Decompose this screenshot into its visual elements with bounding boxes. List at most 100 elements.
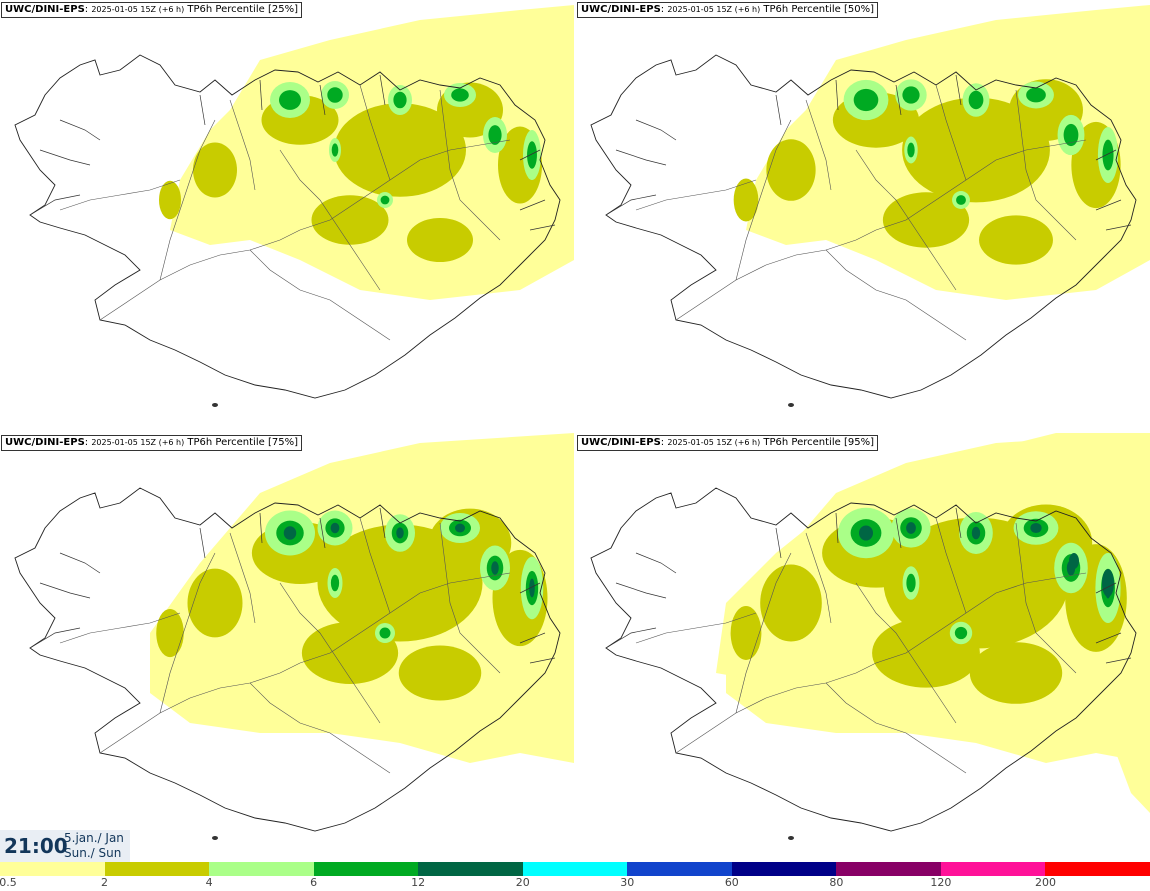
- colorbar-tick-label: 120: [930, 876, 952, 889]
- precip-area-2: [882, 192, 970, 248]
- colorbar-swatch: [0, 862, 105, 876]
- parameter-label: TP6h Percentile [25%]: [187, 4, 298, 15]
- precip-area-2: [334, 103, 466, 197]
- road-line: [875, 139, 1087, 231]
- road-line: [1015, 522, 1077, 674]
- precip-map: [590, 5, 1150, 407]
- colorbar-tick-label: 80: [829, 876, 844, 889]
- precip-area-2: [311, 195, 389, 245]
- colorbar-swatch: [313, 862, 419, 876]
- precip-area-2: [730, 606, 762, 660]
- precip-area-2: [156, 608, 184, 658]
- precip-area-6: [451, 88, 469, 102]
- fjord-line: [29, 627, 81, 649]
- colorbar-swatch: [940, 862, 1046, 876]
- road-line: [359, 84, 391, 181]
- fjord-line: [39, 149, 91, 166]
- fjord-line: [529, 657, 556, 664]
- fjord-line: [319, 84, 326, 116]
- precip-area-6: [379, 627, 391, 639]
- colorbar-tick-label: 6: [310, 876, 318, 889]
- precip-area-2: [902, 97, 1050, 203]
- fjord-line: [635, 552, 677, 574]
- road-line: [825, 682, 967, 774]
- precip-area-6: [380, 195, 390, 205]
- road-line: [299, 572, 511, 664]
- road-line: [935, 84, 967, 181]
- run-time: 2025-01-05 15Z (+6 h): [667, 5, 761, 14]
- fjord-line: [835, 512, 839, 544]
- colorbar-tick-label: 60: [724, 876, 739, 889]
- fjord-line: [519, 149, 541, 161]
- precip-area-2: [398, 645, 482, 701]
- island: [788, 836, 794, 840]
- fjord-line: [199, 94, 206, 126]
- fjord-line: [319, 517, 326, 549]
- precip-area-12: [1030, 522, 1042, 534]
- precip-area-6: [906, 573, 916, 593]
- fjord-line: [635, 119, 677, 141]
- model-name: UWC/DINI-EPS: [5, 4, 85, 15]
- precip-area-6: [527, 141, 537, 169]
- road-line: [735, 552, 792, 714]
- road-line: [229, 99, 256, 191]
- coastline: [14, 487, 561, 832]
- precip-area-6: [327, 87, 343, 103]
- run-time: 2025-01-05 15Z (+6 h): [667, 438, 761, 447]
- road-line: [159, 119, 216, 281]
- colorbar-tick-label: 0.5: [0, 876, 17, 889]
- model-name: UWC/DINI-EPS: [581, 437, 661, 448]
- fjord-line: [59, 119, 101, 141]
- precip-area-12: [1102, 569, 1114, 597]
- colorbar-tick-label: 12: [411, 876, 426, 889]
- precip-area-2: [193, 142, 237, 198]
- precip-area-6: [902, 86, 920, 104]
- colorbar-swatch: [836, 862, 941, 876]
- fjord-line: [955, 74, 962, 106]
- precip-colorbar: [0, 862, 1150, 876]
- precip-area-12: [1069, 553, 1079, 569]
- run-time: 2025-01-05 15Z (+6 h): [91, 438, 185, 447]
- precip-area-2: [733, 178, 759, 222]
- road-line: [935, 517, 967, 614]
- precip-area-2: [407, 218, 473, 262]
- precip-area-12: [529, 578, 535, 598]
- precip-area-2: [969, 642, 1063, 704]
- colorbar-swatch: [522, 862, 628, 876]
- panel-title: UWC/DINI-EPS: 2025-01-05 15Z (+6 h) TP6h…: [577, 435, 878, 451]
- road-line: [875, 572, 1087, 664]
- run-time: 2025-01-05 15Z (+6 h): [91, 5, 185, 14]
- parameter-label: TP6h Percentile [95%]: [763, 437, 874, 448]
- fjord-line: [379, 507, 386, 539]
- precip-area-6: [907, 142, 915, 158]
- precip-area-2: [301, 622, 399, 684]
- valid-time: 21:00: [4, 834, 68, 858]
- precip-area-2: [187, 568, 243, 638]
- panel-title: UWC/DINI-EPS: 2025-01-05 15Z (+6 h) TP6h…: [1, 2, 302, 18]
- precip-area-6: [1063, 123, 1079, 147]
- fjord-line: [379, 74, 386, 106]
- fjord-line: [1095, 149, 1117, 161]
- panel-95: UWC/DINI-EPS: 2025-01-05 15Z (+6 h) TP6h…: [576, 433, 1150, 863]
- precip-area-2: [766, 139, 816, 201]
- fjord-line: [775, 94, 782, 126]
- road-line: [99, 229, 301, 321]
- colorbar-tick-label: 20: [515, 876, 530, 889]
- road-line: [229, 532, 256, 624]
- model-name: UWC/DINI-EPS: [5, 437, 85, 448]
- road-line: [99, 662, 301, 754]
- fjord-line: [519, 632, 546, 644]
- precip-area-12: [330, 522, 340, 534]
- road-line: [359, 517, 391, 614]
- fjord-line: [615, 149, 667, 166]
- precip-area-12: [283, 526, 297, 540]
- precip-area-6: [956, 195, 966, 205]
- precip-area-6: [330, 574, 340, 592]
- precip-area-2: [159, 180, 181, 220]
- colorbar-tick-label: 4: [205, 876, 213, 889]
- fjord-line: [1095, 582, 1117, 594]
- model-name: UWC/DINI-EPS: [581, 4, 661, 15]
- road-line: [249, 682, 391, 774]
- fjord-line: [1095, 632, 1122, 644]
- road-line: [59, 612, 181, 644]
